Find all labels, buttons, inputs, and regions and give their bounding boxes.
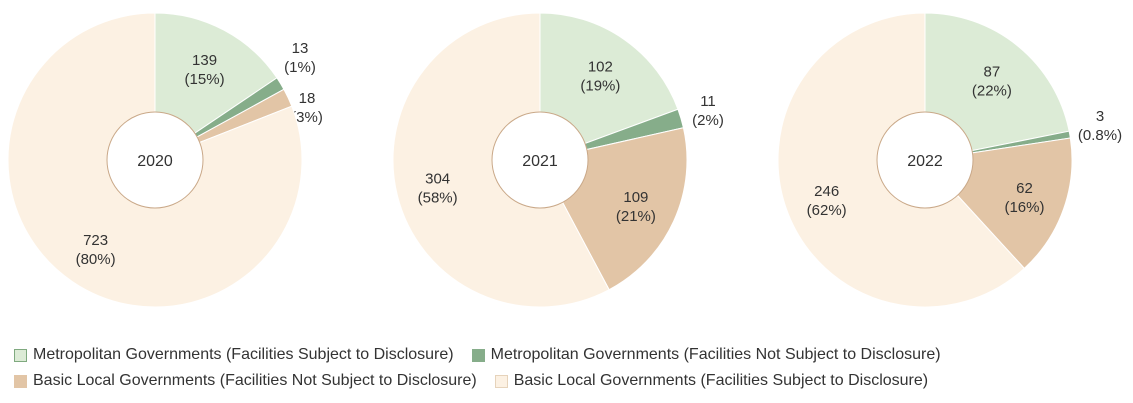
slice-value-label: 18 [299, 90, 316, 107]
slice-percent-label: (0.8%) [1078, 127, 1122, 144]
pie-slice [924, 12, 1070, 161]
slice-percent-label: (80%) [76, 251, 116, 268]
slice-percent-label: (3%) [291, 109, 323, 126]
legend-label: Basic Local Governments (Facilities Subj… [513, 372, 929, 389]
year-label: 2020 [137, 153, 173, 170]
slice-percent-label: (19%) [580, 77, 620, 94]
slice-percent-label: (22%) [972, 82, 1012, 99]
slice-percent-label: (1%) [284, 59, 316, 76]
legend-label: Basic Local Governments (Facilities Not … [33, 372, 477, 389]
legend-swatch [471, 348, 485, 362]
slice-value-label: 13 [292, 40, 309, 57]
slice-value-label: 246 [814, 183, 839, 200]
donut-hole [876, 111, 974, 209]
pie-chart-2021: 102 (19%) 11 (2%) 109 (21%) 304 (58%) 2021 [392, 12, 724, 308]
slice-value-label: 139 [192, 52, 217, 69]
legend-item-metro-not-subject: Metropolitan Governments (Facilities Not… [471, 346, 941, 364]
slice-value-label: 109 [623, 189, 648, 206]
slice-percent-label: (2%) [692, 112, 724, 129]
slice-value-label: 11 [700, 93, 716, 110]
slice-percent-label: (16%) [1004, 199, 1044, 216]
legend-label: Metropolitan Governments (Facilities Not… [490, 346, 941, 363]
slice-percent-label: (15%) [185, 71, 225, 88]
legend-swatch [494, 374, 508, 388]
slice-value-label: 723 [83, 232, 108, 249]
pie-slice [539, 12, 679, 161]
legend-item-metro-subject: Metropolitan Governments (Facilities Sub… [14, 346, 454, 364]
legend-swatch [14, 374, 27, 388]
year-label: 2022 [907, 153, 943, 170]
slice-percent-label: (58%) [418, 190, 458, 207]
slice-value-label: 62 [1016, 180, 1033, 197]
legend-swatch [14, 348, 27, 362]
slice-value-label: 3 [1096, 108, 1104, 125]
legend-label: Metropolitan Governments (Facilities Sub… [33, 346, 454, 363]
slice-value-label: 102 [588, 58, 613, 75]
legend-item-basic-subject: Basic Local Governments (Facilities Subj… [494, 372, 929, 390]
slice-percent-label: (21%) [616, 208, 656, 225]
pie-charts: 139 (15%) 13 (1%) 18 (3%) 723 (80%) 2020 102 (19%)… [7, 12, 1122, 308]
legend: Metropolitan Governments (Facilities Sub… [14, 346, 1124, 390]
donut-hole [491, 111, 589, 209]
legend-item-basic-not-subject: Basic Local Governments (Facilities Not … [14, 372, 477, 390]
slice-value-label: 304 [425, 171, 450, 188]
slice-percent-label: (62%) [807, 202, 847, 219]
pie-chart-2022: 87 (22%) 3 (0.8%) 62 (16%) 246 (62%) 2022 [777, 12, 1122, 308]
year-label: 2021 [522, 153, 558, 170]
slice-value-label: 87 [984, 63, 1001, 80]
donut-hole [106, 111, 204, 209]
pie-chart-2020: 139 (15%) 13 (1%) 18 (3%) 723 (80%) 2020 [7, 12, 323, 308]
